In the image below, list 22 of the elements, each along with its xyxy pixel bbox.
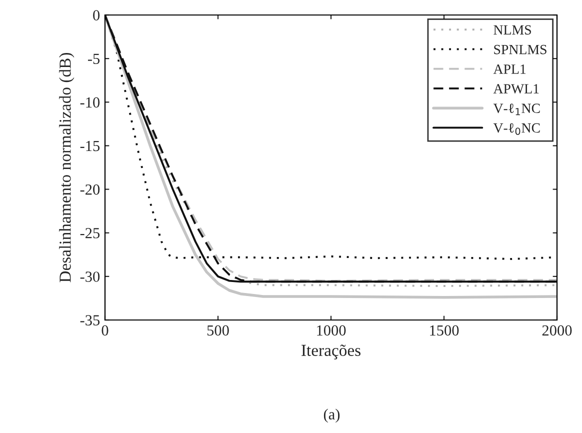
y-tick-label: -30: [80, 272, 100, 282]
legend-label: NLMS: [494, 25, 531, 35]
x-tick-label: 2000: [542, 325, 572, 336]
y-tick-label: 0: [93, 10, 100, 20]
y-tick-label: -35: [80, 315, 100, 326]
text: (a): [324, 408, 340, 423]
y-axis-title: Desalinhamento normalizado (dB): [59, 52, 74, 282]
x-tick-label: 0: [102, 325, 108, 336]
y-tick-label: -25: [80, 228, 100, 238]
x-tick-label: 1500: [430, 325, 459, 336]
legend-label: V-ℓ$_{1}$NC: [493, 104, 540, 116]
y-tick-label: -20: [80, 184, 100, 195]
y-tick-label: -15: [80, 140, 100, 152]
x-tick-label: 500: [207, 325, 229, 336]
y-tick-label: -10: [80, 97, 100, 108]
y-tick-label: -5: [88, 54, 100, 64]
legend-label: APWL1: [493, 84, 539, 94]
x-axis-title: Iterações: [302, 344, 360, 360]
legend-label: APL1: [493, 64, 526, 74]
x-tick-label: 1000: [317, 325, 346, 336]
legend-label: SPNLMS: [494, 44, 546, 54]
legend-label: V-ℓ$_{0}$NC: [493, 123, 540, 135]
